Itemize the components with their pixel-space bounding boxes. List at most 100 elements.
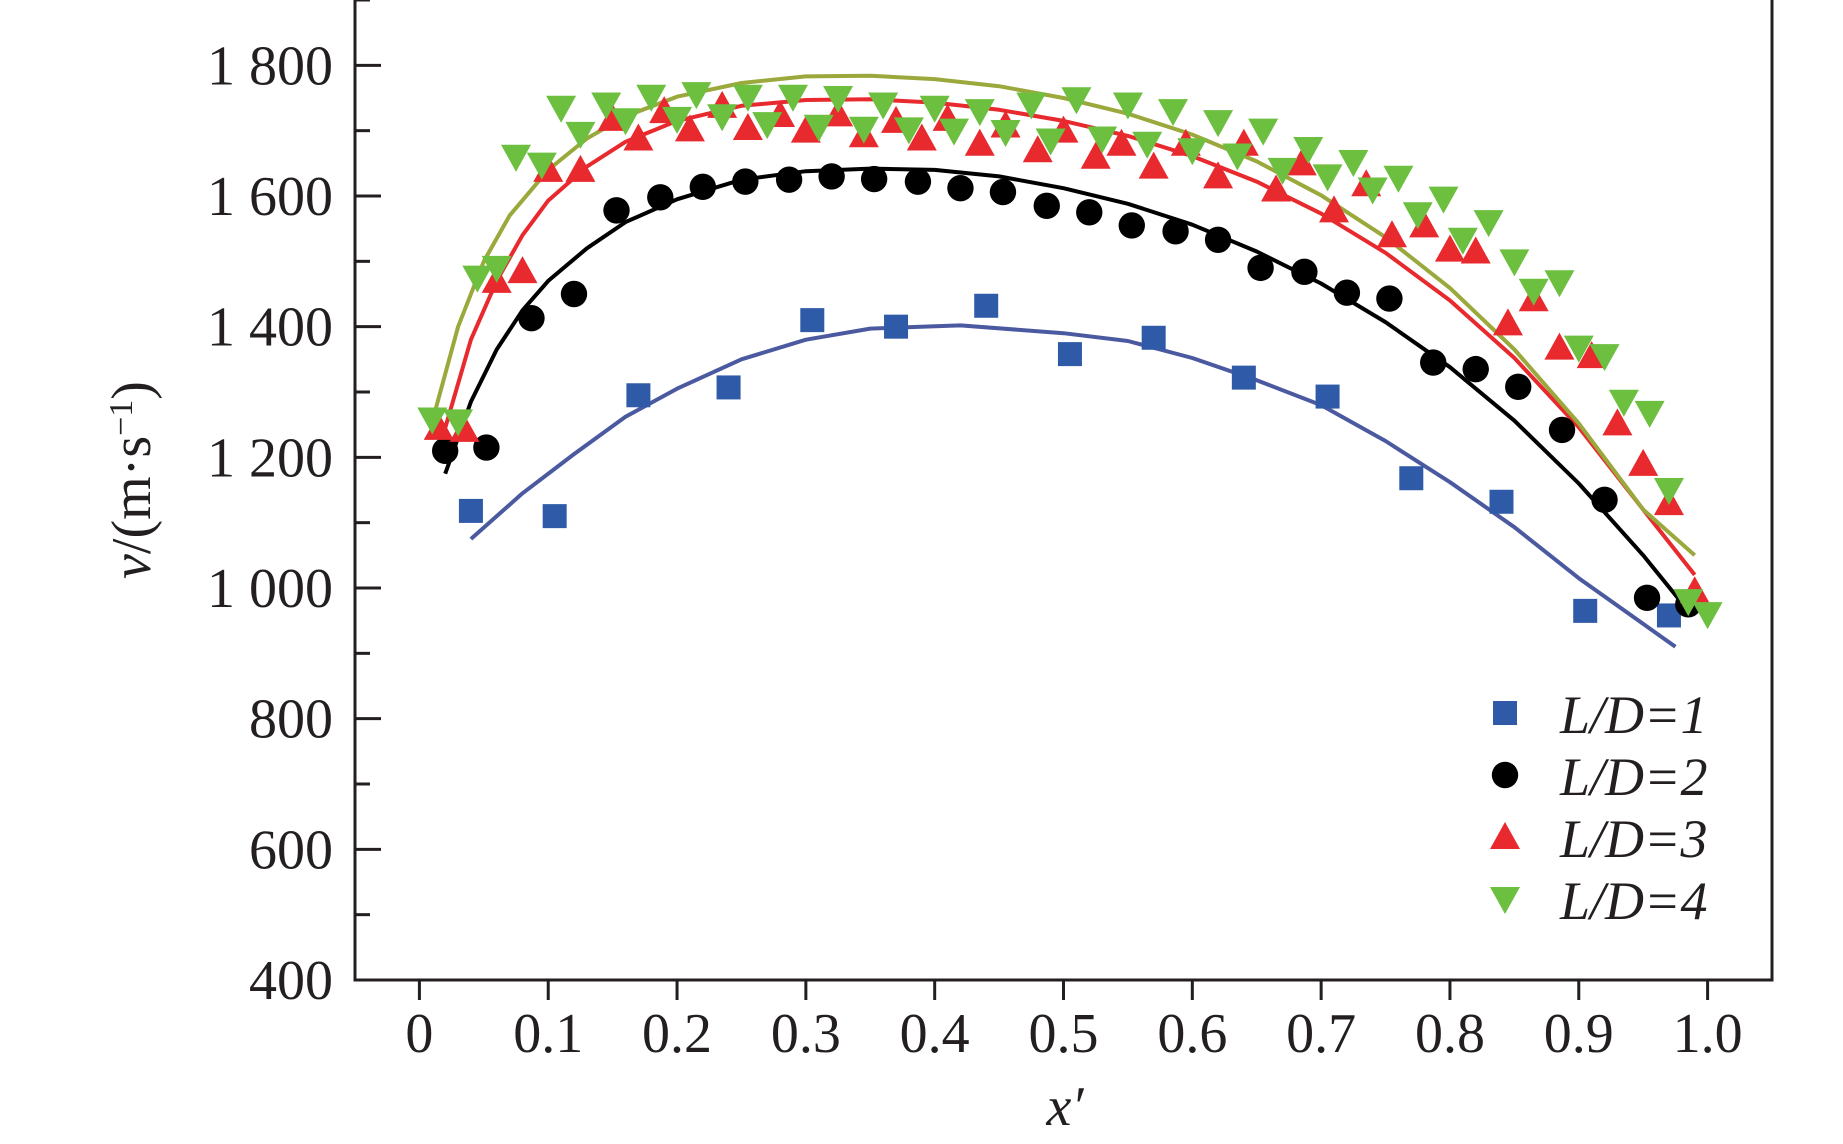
data-point: [1499, 249, 1530, 277]
data-point: [1544, 332, 1575, 360]
data-point: [443, 409, 474, 437]
data-point: [868, 92, 899, 120]
data-point: [818, 163, 845, 190]
data-point: [1573, 598, 1598, 623]
data-point: [1035, 128, 1066, 156]
data-point: [689, 173, 717, 201]
data-point: [775, 166, 803, 193]
data-point: [939, 118, 970, 146]
data-point: [1518, 278, 1549, 306]
data-point: [1548, 416, 1576, 444]
data-point: [1692, 602, 1723, 630]
data-point: [1490, 822, 1520, 849]
data-point: [623, 123, 654, 151]
data-point: [1673, 589, 1704, 617]
data-point: [732, 168, 759, 195]
y-tick-label: 400: [249, 950, 333, 1012]
data-point: [860, 165, 888, 193]
data-point: [1141, 325, 1166, 350]
data-point: [1357, 177, 1388, 205]
data-point: [964, 128, 995, 156]
data-point: [526, 152, 557, 180]
data-point: [848, 116, 879, 144]
x-tick-label: 0.6: [1157, 1003, 1227, 1065]
data-point: [1286, 148, 1317, 176]
data-point: [518, 304, 545, 332]
legend: L/D=1L/D=2L/D=3L/D=4: [1490, 685, 1707, 931]
data-point: [1312, 164, 1343, 192]
data-point: [1493, 701, 1517, 725]
data-point: [565, 154, 596, 182]
data-point: [1203, 110, 1234, 138]
data-point: [431, 437, 459, 464]
y-tick-label: 1 800: [207, 35, 333, 97]
data-point: [803, 114, 834, 142]
data-point: [1016, 92, 1047, 120]
data-point: [1333, 279, 1361, 306]
data-point: [1248, 118, 1279, 146]
data-point: [1544, 270, 1575, 298]
data-point: [732, 84, 763, 112]
data-point: [1315, 384, 1340, 409]
data-point: [1428, 186, 1459, 214]
legend-label: L/D=3: [1559, 809, 1707, 869]
data-point: [1633, 584, 1661, 611]
data-point: [546, 95, 577, 123]
data-point: [1261, 174, 1292, 202]
data-points: [417, 82, 1723, 630]
data-point: [1022, 135, 1053, 163]
data-point: [716, 375, 741, 400]
data-point: [1462, 355, 1489, 383]
data-point: [636, 84, 667, 112]
data-point: [1409, 210, 1440, 238]
data-point: [1033, 192, 1060, 219]
legend-label: L/D=2: [1559, 747, 1707, 807]
data-point: [1460, 236, 1491, 264]
data-point: [1112, 92, 1143, 120]
data-point: [1177, 138, 1208, 166]
x-axis-title: x′: [1045, 1076, 1084, 1138]
data-point: [1291, 258, 1318, 285]
tick-labels: 400 600 800 1 000 1 200 1 400 1 600 1 800 0 0.1 0.…: [207, 35, 1743, 1065]
data-point: [1399, 466, 1424, 491]
data-point: [1076, 199, 1103, 226]
fit-curve: [443, 166, 1690, 613]
data-point: [1247, 254, 1274, 282]
data-point: [1132, 131, 1163, 159]
x-tick-label: 1.0: [1673, 1003, 1743, 1065]
data-point: [1338, 150, 1369, 178]
data-point: [1061, 87, 1092, 115]
data-point: [481, 255, 512, 283]
y-tick-label: 1 000: [207, 558, 333, 620]
data-point: [647, 184, 674, 211]
data-point: [1319, 195, 1350, 223]
legend-label: L/D=4: [1559, 871, 1707, 931]
data-point: [1383, 165, 1414, 193]
data-point: [1080, 141, 1111, 169]
data-point: [1447, 227, 1478, 255]
data-point: [458, 498, 483, 523]
data-point: [906, 123, 937, 151]
data-point: [777, 84, 808, 112]
data-point: [964, 99, 995, 127]
data-point: [974, 293, 999, 318]
data-point: [1434, 234, 1465, 262]
data-point: [681, 82, 712, 110]
data-point: [501, 144, 532, 172]
y-axis-title-exponent: −1: [103, 400, 140, 436]
data-point: [1505, 373, 1532, 400]
data-point: [1162, 218, 1189, 245]
data-point: [1204, 226, 1232, 253]
y-tick-label: 1 200: [207, 427, 333, 489]
data-point: [1293, 136, 1324, 164]
data-point: [1376, 220, 1407, 248]
x-tick-label: 0.8: [1415, 1003, 1485, 1065]
data-point: [1087, 126, 1118, 154]
x-tick-label: 0.4: [900, 1003, 970, 1065]
data-point: [1602, 408, 1633, 436]
y-tick-label: 600: [249, 819, 333, 881]
x-tick-label: 0.9: [1544, 1003, 1614, 1065]
data-point: [591, 92, 622, 120]
data-point: [473, 434, 500, 461]
